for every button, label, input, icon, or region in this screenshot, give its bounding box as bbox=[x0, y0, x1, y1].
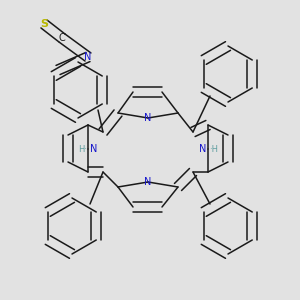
Text: S: S bbox=[40, 19, 48, 29]
Text: N: N bbox=[144, 113, 152, 123]
Text: N: N bbox=[84, 52, 92, 62]
Text: N: N bbox=[144, 177, 152, 187]
Text: H·: H· bbox=[78, 145, 87, 154]
Text: N: N bbox=[90, 144, 98, 154]
Text: ·H: ·H bbox=[209, 145, 218, 154]
Text: C: C bbox=[58, 33, 65, 43]
Text: N: N bbox=[199, 144, 206, 154]
